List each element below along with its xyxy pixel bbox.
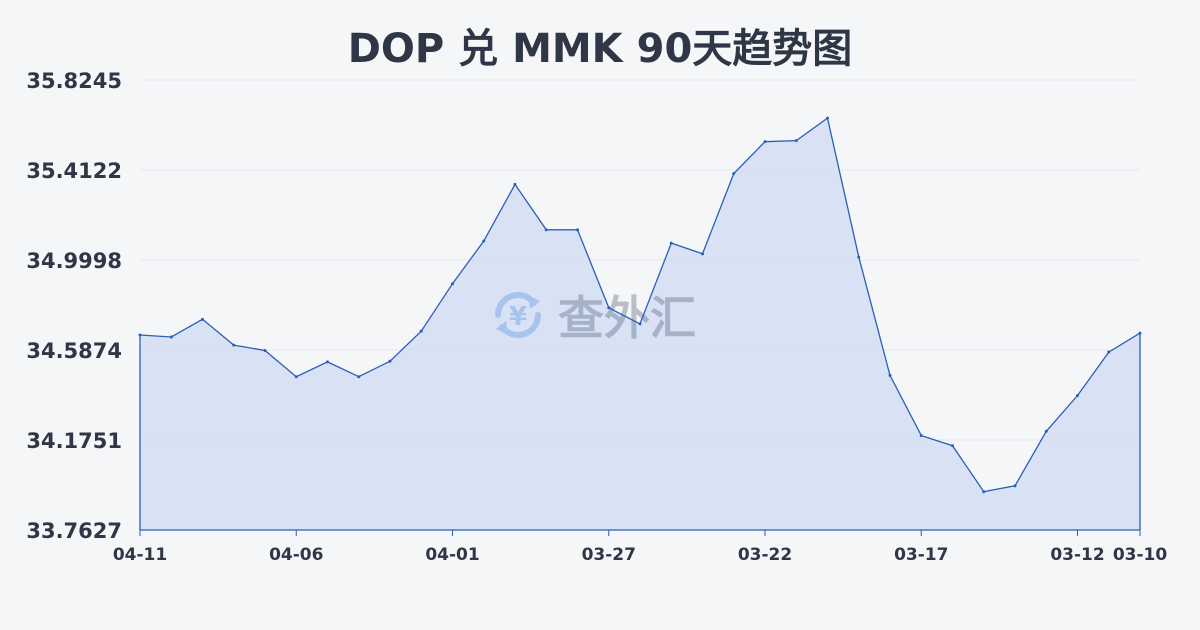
y-tick-label: 33.7627 [26,519,122,543]
data-point [232,343,236,347]
data-point [982,490,986,494]
y-tick-label: 35.8245 [26,69,122,93]
data-point [1076,393,1079,397]
y-tick-label: 35.4122 [26,159,122,183]
x-tick-label: 04-01 [425,545,479,565]
watermark-text: 查外汇 [558,291,696,345]
data-point [294,375,298,379]
data-point [732,172,736,176]
x-tick-label: 03-10 [1113,545,1168,565]
y-tick-label: 34.5874 [26,339,122,363]
data-point [1013,484,1017,488]
series-group [138,116,1142,530]
data-point [951,444,954,448]
data-point [576,228,579,232]
data-point [169,335,173,339]
data-point [138,333,142,337]
data-point [1107,350,1111,354]
data-point [607,306,611,310]
data-point [419,329,423,333]
y-tick-label: 34.1751 [26,429,122,453]
y-axis: 35.8245 35.4122 34.9998 34.5874 34.1751 33.76… [26,69,122,543]
data-point [638,322,642,326]
x-axis: 04-11 04-06 04-01 03-27 03-22 03-17 03-12 03-10 [113,529,1168,565]
data-point [1138,331,1142,335]
watermark: ¥ 查外汇 [488,285,696,345]
data-point [857,255,861,259]
x-tick-label: 03-12 [1050,545,1104,565]
x-tick-label: 03-17 [894,545,948,565]
x-tick-label: 03-27 [582,545,636,565]
data-point [263,349,267,353]
data-point [482,239,486,243]
data-point [451,282,454,286]
data-point [669,241,673,245]
data-point [826,116,829,120]
chart-title: DOP 兑 MMK 90天趋势图 [347,26,853,72]
data-point [763,140,767,144]
watermark-icon-glyph: ¥ [509,302,527,332]
y-tick-label: 34.9998 [26,249,122,273]
data-point [513,182,517,186]
data-point [388,359,392,363]
data-point [701,252,704,256]
data-point [794,139,798,143]
data-point [1044,429,1048,433]
yen-exchange-icon: ¥ [495,292,541,338]
data-point [544,228,548,232]
data-point [919,434,923,438]
data-point [357,375,361,379]
data-point [201,317,204,321]
x-tick-label: 03-22 [738,545,792,565]
x-tick-label: 04-06 [269,545,323,565]
data-point [326,360,329,364]
x-tick-label: 04-11 [113,545,167,565]
data-point [888,373,892,377]
